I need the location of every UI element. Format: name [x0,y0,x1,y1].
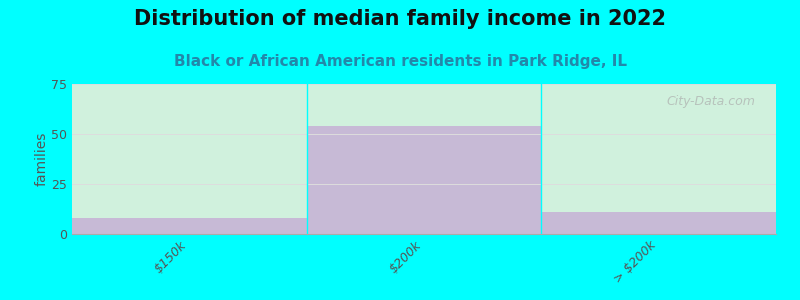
Bar [72,218,306,234]
Text: Black or African American residents in Park Ridge, IL: Black or African American residents in P… [174,54,626,69]
Bar [542,212,776,234]
Y-axis label: families: families [34,132,48,186]
Text: Distribution of median family income in 2022: Distribution of median family income in … [134,9,666,29]
Text: City-Data.com: City-Data.com [666,94,755,107]
Bar [306,126,542,234]
